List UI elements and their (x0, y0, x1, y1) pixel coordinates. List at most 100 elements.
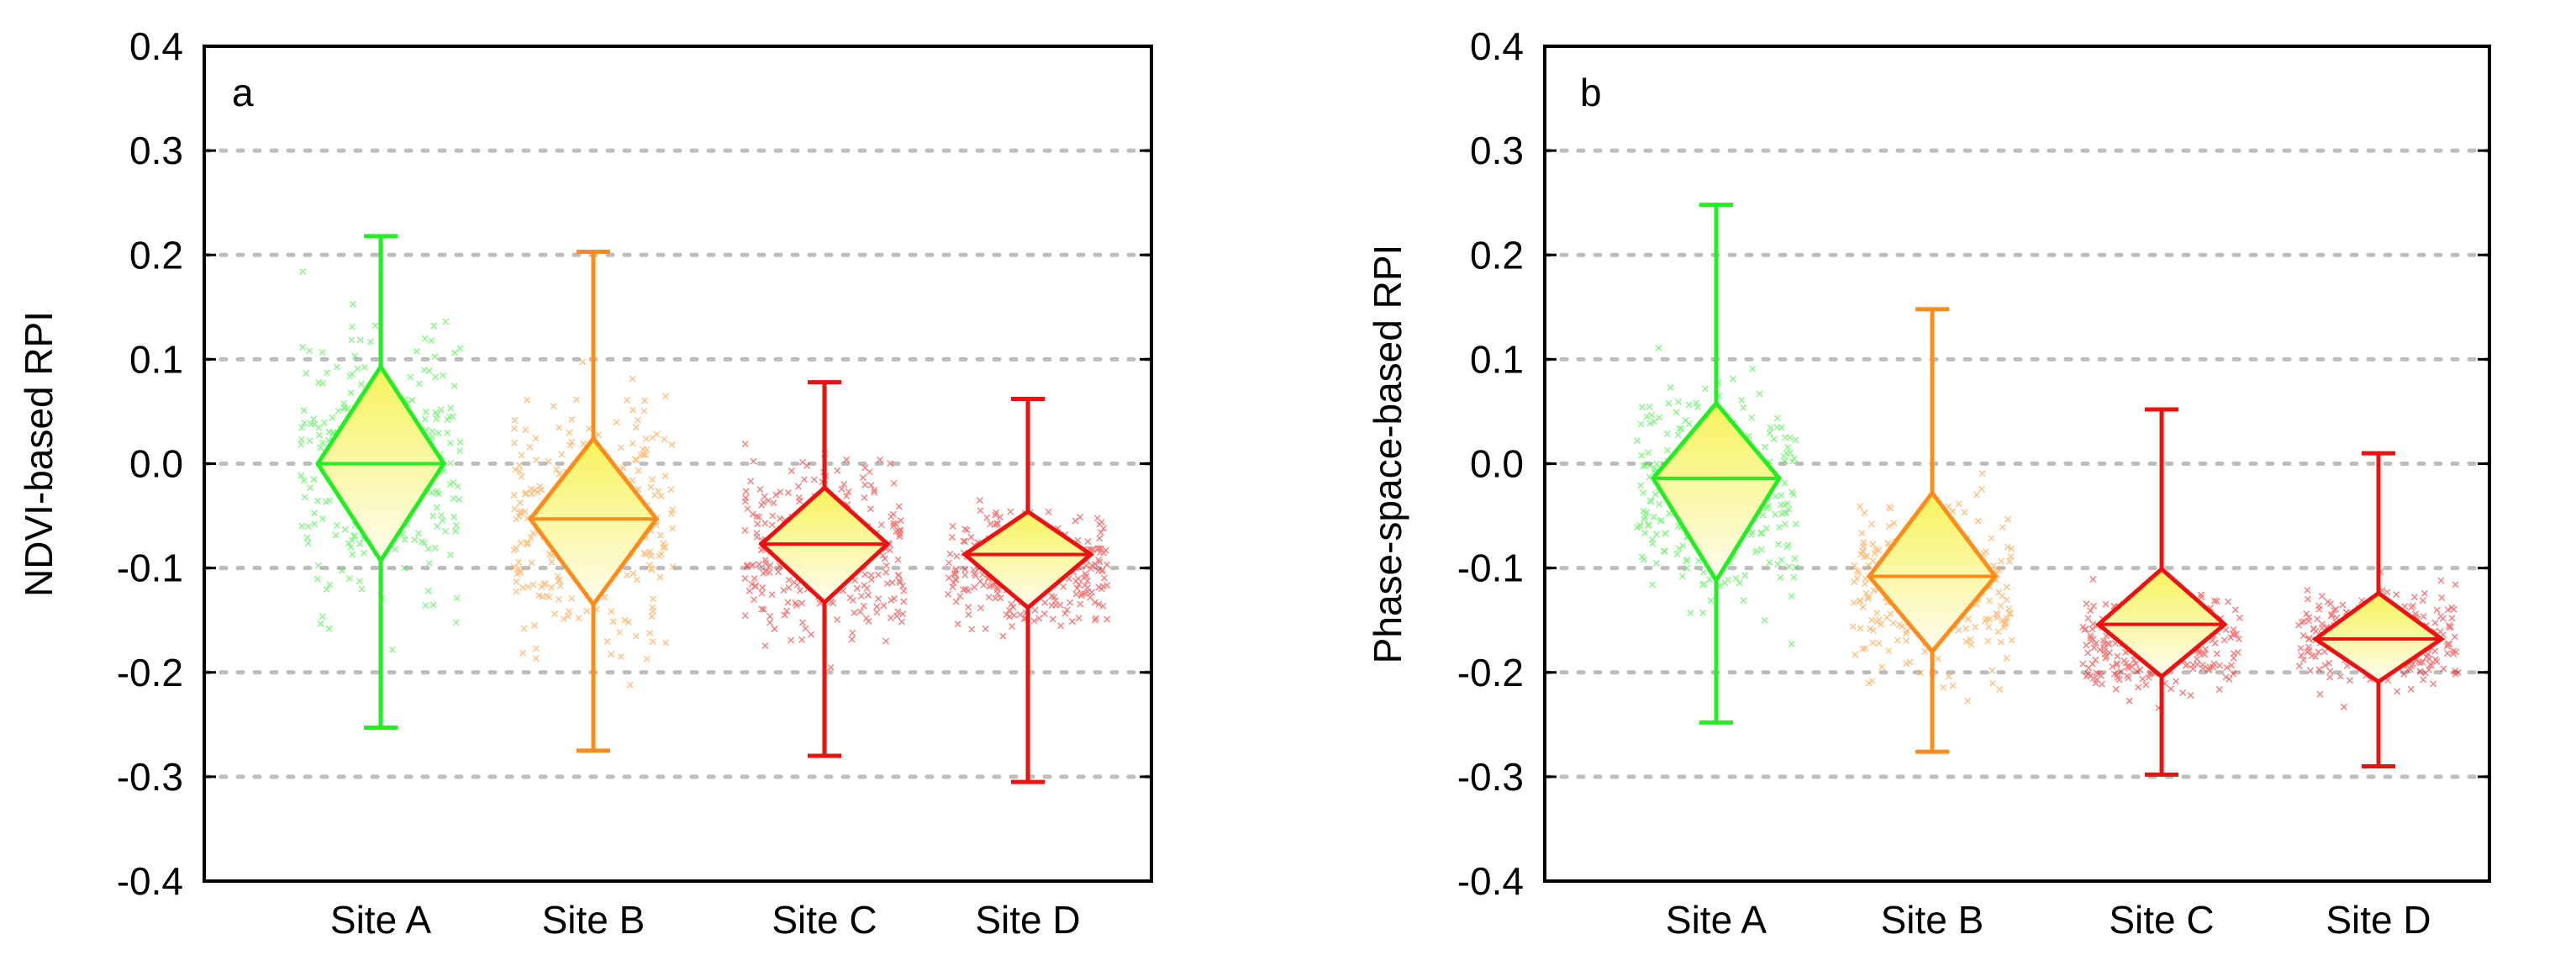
scatter-point (1675, 545, 1683, 552)
y-tick-label: -0.4 (117, 859, 183, 903)
scatter-point (859, 474, 867, 482)
scatter-point (1653, 461, 1661, 468)
scatter-point (1041, 599, 1049, 606)
scatter-point (1994, 611, 2001, 619)
scatter-point (1997, 638, 2004, 646)
scatter-point (890, 520, 898, 527)
scatter-point (992, 511, 999, 519)
scatter-point (310, 476, 318, 483)
scatter-point (751, 596, 757, 604)
scatter-point (1049, 615, 1056, 623)
scatter-point (647, 483, 655, 491)
scatter-point (845, 488, 852, 495)
scatter-point (744, 562, 751, 569)
scatter-point (1074, 575, 1082, 583)
scatter-point (865, 591, 872, 599)
scatter-point (2124, 673, 2131, 680)
scatter-point (351, 532, 359, 540)
scatter-point (1738, 397, 1746, 404)
scatter-point (617, 444, 624, 451)
scatter-point (1068, 618, 1076, 626)
scatter-point (972, 572, 979, 579)
scatter-point (2426, 666, 2433, 673)
scatter-point (539, 594, 546, 601)
scatter-point (1777, 501, 1784, 509)
scatter-point (882, 562, 890, 569)
scatter-point (325, 625, 333, 632)
scatter-point (993, 586, 1001, 594)
scatter-point (875, 571, 882, 578)
scatter-point (669, 525, 677, 532)
scatter-point (415, 380, 423, 388)
scatter-point (1095, 583, 1103, 591)
scatter-point (532, 645, 540, 652)
scatter-point (1749, 365, 1757, 372)
scatter-point (871, 488, 878, 496)
scatter-point (1869, 557, 1877, 565)
scatter-point (301, 494, 308, 501)
scatter-point (1077, 592, 1085, 599)
y-tick-label: -0.4 (1457, 859, 1524, 903)
scatter-point (2210, 660, 2218, 668)
scatter-point (1856, 503, 1863, 510)
scatter-point (950, 579, 957, 587)
scatter-point (1862, 589, 1870, 597)
scatter-point (1945, 503, 1952, 510)
y-tick-label: 0.1 (129, 337, 183, 381)
scatter-point (524, 541, 531, 548)
scatter-point (1667, 383, 1674, 391)
scatter-point (2316, 690, 2324, 698)
scatter-point (1724, 576, 1731, 583)
scatter-point (829, 599, 836, 607)
scatter-point (643, 655, 651, 662)
scatter-point (986, 583, 993, 590)
scatter-point (2213, 650, 2220, 657)
scatter-point (784, 488, 792, 496)
scatter-point (749, 561, 756, 568)
scatter-point (1641, 530, 1649, 537)
scatter-point (890, 594, 898, 602)
scatter-point (647, 565, 655, 573)
scatter-point (888, 597, 895, 604)
scatter-point (511, 505, 519, 513)
scatter-point (1788, 593, 1795, 600)
x-tick-label: Site C (772, 898, 877, 942)
scatter-point (669, 506, 677, 514)
scatter-point (642, 435, 650, 443)
scatter-point (456, 447, 464, 455)
scatter-point (510, 491, 518, 499)
scatter-point (572, 396, 580, 404)
scatter-point (1867, 625, 1874, 632)
scatter-point (2452, 648, 2459, 656)
scatter-point (1792, 563, 1799, 571)
scatter-point (793, 581, 801, 589)
scatter-point (945, 590, 952, 598)
scatter-point (1687, 610, 1694, 617)
scatter-point (1706, 576, 1714, 583)
scatter-point (876, 456, 883, 463)
scatter-point (961, 571, 969, 578)
scatter-point (456, 345, 464, 352)
scatter-point (1890, 520, 1898, 527)
scatter-point (1869, 639, 1877, 647)
scatter-point (350, 300, 357, 308)
scatter-point (898, 618, 905, 626)
scatter-point (2100, 637, 2108, 645)
scatter-point (785, 576, 793, 583)
scatter-point (765, 497, 772, 504)
scatter-point (1035, 615, 1043, 622)
scatter-point (1679, 542, 1687, 550)
scatter-point (434, 523, 441, 531)
scatter-point (518, 451, 525, 459)
scatter-point (2327, 612, 2335, 620)
scatter-point (2417, 659, 2425, 667)
scatter-point (1663, 430, 1671, 437)
scatter-point (834, 467, 841, 474)
scatter-point (532, 655, 540, 662)
scatter-point (629, 375, 636, 383)
scatter-point (303, 534, 311, 541)
scatter-point (875, 595, 882, 603)
scatter-point (1678, 425, 1685, 433)
scatter-point (1084, 538, 1092, 546)
scatter-point (623, 397, 630, 404)
